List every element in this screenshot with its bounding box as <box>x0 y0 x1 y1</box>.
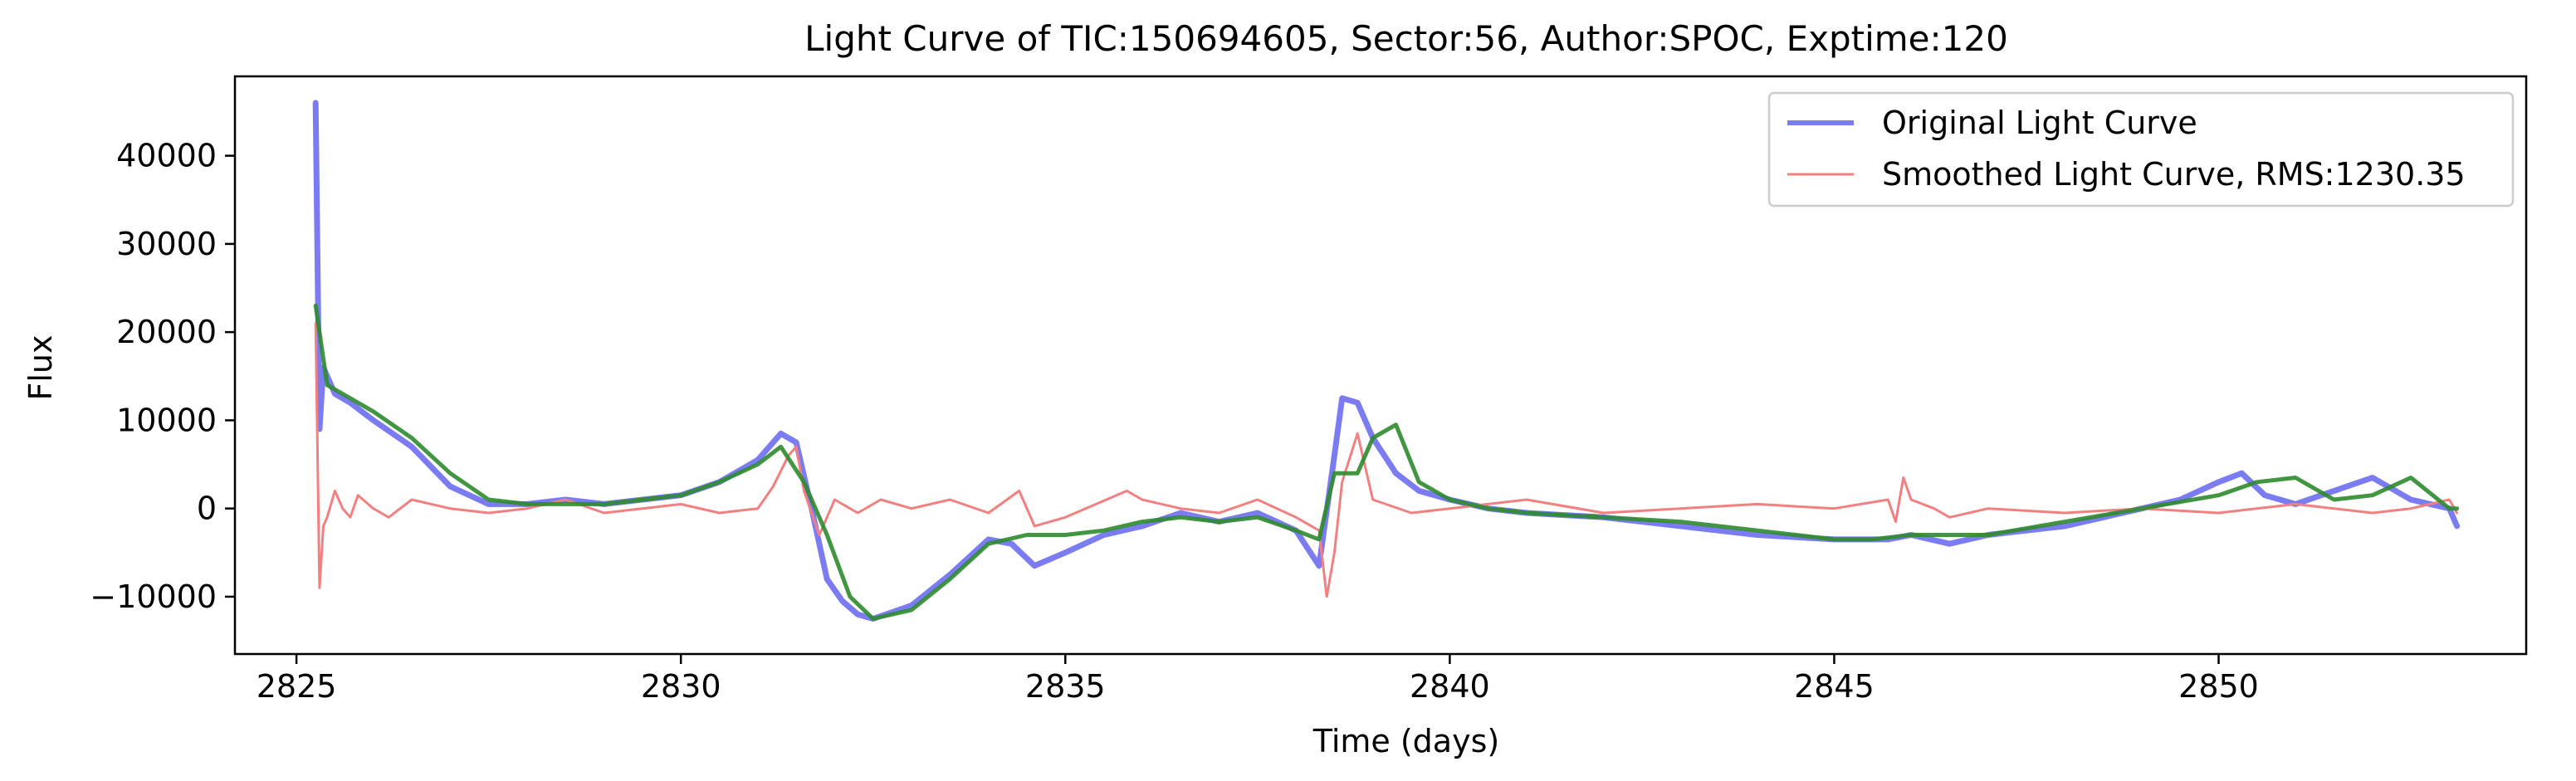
x-tick-label: 2835 <box>1025 668 1106 705</box>
y-axis: −10000 0 10000 20000 30000 40000 <box>90 138 235 615</box>
x-tick-label: 2825 <box>257 668 337 705</box>
legend-label-smoothed: Smoothed Light Curve, RMS:1230.35 <box>1882 156 2466 193</box>
y-tick-label: 30000 <box>116 226 217 262</box>
x-tick-label: 2850 <box>2178 668 2259 705</box>
series-line-trend <box>313 303 2460 621</box>
x-tick-label: 2830 <box>641 668 721 705</box>
plot-area <box>312 100 2461 622</box>
y-tick-label: 10000 <box>116 402 217 438</box>
legend-box <box>1767 91 2515 207</box>
y-tick-label: 20000 <box>116 314 217 350</box>
plot-frame <box>233 75 2528 656</box>
series-line-smoothed <box>314 322 2459 598</box>
x-axis-label: Time (days) <box>1312 723 1499 759</box>
y-tick-label: 40000 <box>116 138 217 174</box>
chart-title: Light Curve of TIC:150694605, Sector:56,… <box>804 18 2008 59</box>
x-tick-label: 2840 <box>1410 668 1490 705</box>
y-tick-label: −10000 <box>90 578 217 615</box>
legend: Original Light Curve Smoothed Light Curv… <box>1767 91 2515 207</box>
y-axis-label: Flux <box>22 335 59 401</box>
legend-label-original: Original Light Curve <box>1882 105 2197 141</box>
y-tick-label: 0 <box>197 491 217 527</box>
x-tick-label: 2845 <box>1794 668 1875 705</box>
x-axis: 2825 2830 2835 2840 2845 2850 <box>257 654 2259 705</box>
